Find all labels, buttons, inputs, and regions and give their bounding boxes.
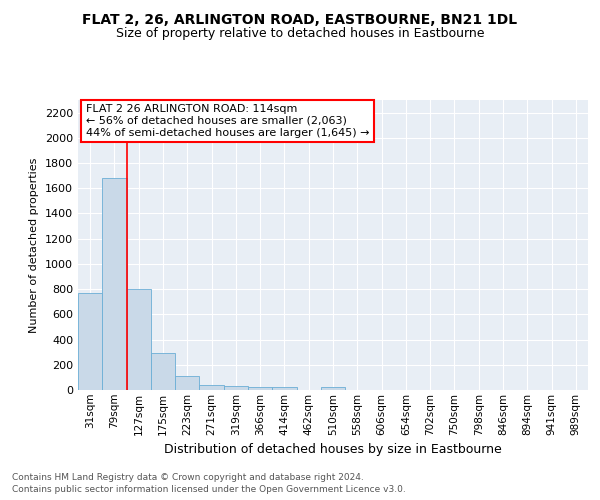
Bar (272, 388, 296, 390)
Text: Size of property relative to detached houses in Eastbourne: Size of property relative to detached ho… (116, 28, 484, 40)
Y-axis label: Number of detached properties: Number of detached properties (29, 158, 40, 332)
Text: FLAT 2 26 ARLINGTON ROAD: 114sqm
← 56% of detached houses are smaller (2,063)
44: FLAT 2 26 ARLINGTON ROAD: 114sqm ← 56% o… (86, 104, 369, 138)
Bar (102, 178, 127, 390)
Text: Contains HM Land Registry data © Crown copyright and database right 2024.: Contains HM Land Registry data © Crown c… (12, 472, 364, 482)
Text: Contains public sector information licensed under the Open Government Licence v3: Contains public sector information licen… (12, 485, 406, 494)
Bar (321, 387, 345, 390)
Bar (127, 289, 151, 390)
Bar (151, 353, 175, 390)
Bar (224, 386, 248, 390)
X-axis label: Distribution of detached houses by size in Eastbourne: Distribution of detached houses by size … (164, 443, 502, 456)
Bar (248, 387, 272, 390)
Text: FLAT 2, 26, ARLINGTON ROAD, EASTBOURNE, BN21 1DL: FLAT 2, 26, ARLINGTON ROAD, EASTBOURNE, … (82, 12, 518, 26)
Bar (199, 385, 224, 390)
Bar (78, 293, 102, 390)
Bar (175, 376, 199, 390)
